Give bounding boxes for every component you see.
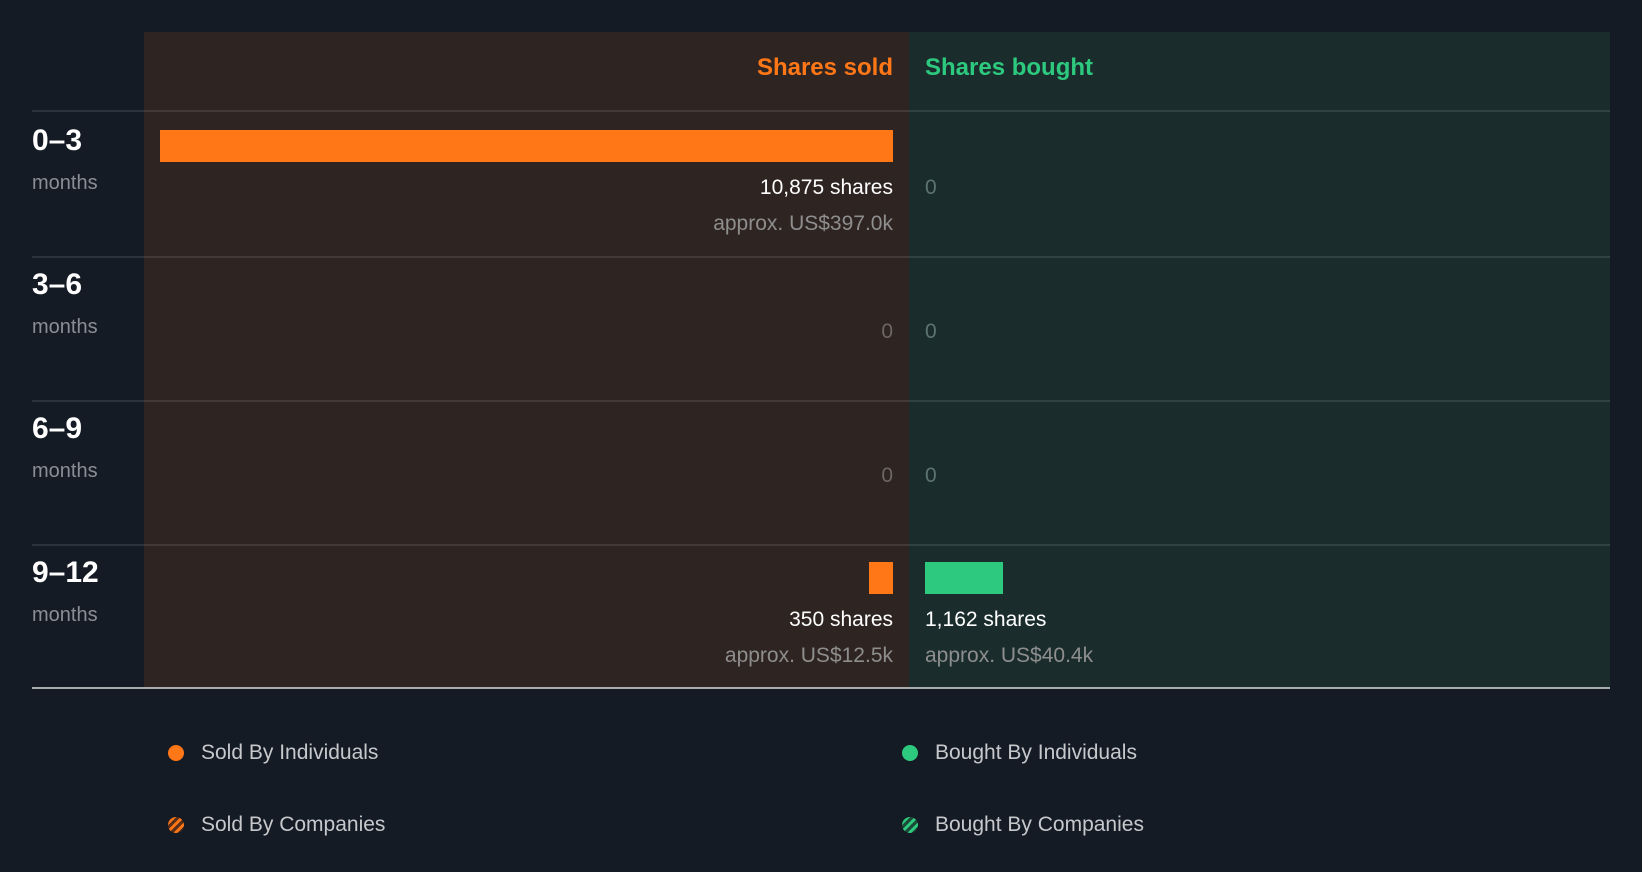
period-row-3-6: 3–6 months 0 0	[32, 258, 1610, 402]
shares-sold-heading: Shares sold	[756, 54, 893, 81]
period-unit: months	[32, 460, 98, 482]
bought-approx-value: approx. US$40.4k	[925, 644, 1094, 667]
solid-orange-dot-icon	[168, 745, 184, 761]
period-row-9-12: 9–12 months 350 shares approx. US$12.5k …	[32, 546, 1610, 689]
sold-shares-value: 10,875 shares	[759, 176, 893, 199]
shares-bought-panel	[909, 32, 1610, 687]
period-label: 6–9	[32, 412, 83, 445]
bought-bar[interactable]	[925, 562, 1003, 594]
period-unit: months	[32, 604, 98, 626]
insider-trading-chart: Shares sold Shares bought 0–3 months 10,…	[32, 32, 1610, 689]
sold-shares-value: 350 shares	[789, 608, 893, 631]
period-label: 0–3	[32, 124, 83, 157]
legend-sold-by-individuals[interactable]: Sold By Individuals	[168, 741, 378, 765]
sold-zero-value: 0	[881, 320, 893, 343]
sold-bar[interactable]	[160, 130, 893, 162]
legend-label: Sold By Individuals	[201, 741, 379, 764]
bought-zero-value: 0	[925, 464, 937, 487]
shares-bought-heading: Shares bought	[925, 54, 1094, 81]
legend-label: Bought By Companies	[935, 813, 1144, 836]
bought-zero-value: 0	[925, 320, 937, 343]
legend-bought-by-individuals[interactable]: Bought By Individuals	[902, 741, 1137, 765]
chart-header: Shares sold Shares bought	[32, 32, 1610, 112]
period-label: 9–12	[32, 556, 99, 589]
legend-bought-by-companies[interactable]: Bought By Companies	[902, 813, 1144, 837]
sold-zero-value: 0	[881, 464, 893, 487]
period-label: 3–6	[32, 268, 83, 301]
period-unit: months	[32, 316, 98, 338]
hatched-orange-dot-icon	[168, 817, 184, 833]
period-row-0-3: 0–3 months 10,875 shares approx. US$397.…	[32, 114, 1610, 258]
bought-shares-value: 1,162 shares	[925, 608, 1047, 631]
period-row-6-9: 6–9 months 0 0	[32, 402, 1610, 546]
hatched-green-dot-icon	[902, 817, 918, 833]
legend-label: Sold By Companies	[201, 813, 386, 836]
period-unit: months	[32, 172, 98, 194]
legend-sold-by-companies[interactable]: Sold By Companies	[168, 813, 385, 837]
bought-zero-value: 0	[925, 176, 937, 199]
solid-green-dot-icon	[902, 745, 918, 761]
legend-label: Bought By Individuals	[935, 741, 1137, 764]
sold-approx-value: approx. US$12.5k	[724, 644, 893, 667]
sold-approx-value: approx. US$397.0k	[713, 212, 893, 235]
sold-bar[interactable]	[869, 562, 893, 594]
